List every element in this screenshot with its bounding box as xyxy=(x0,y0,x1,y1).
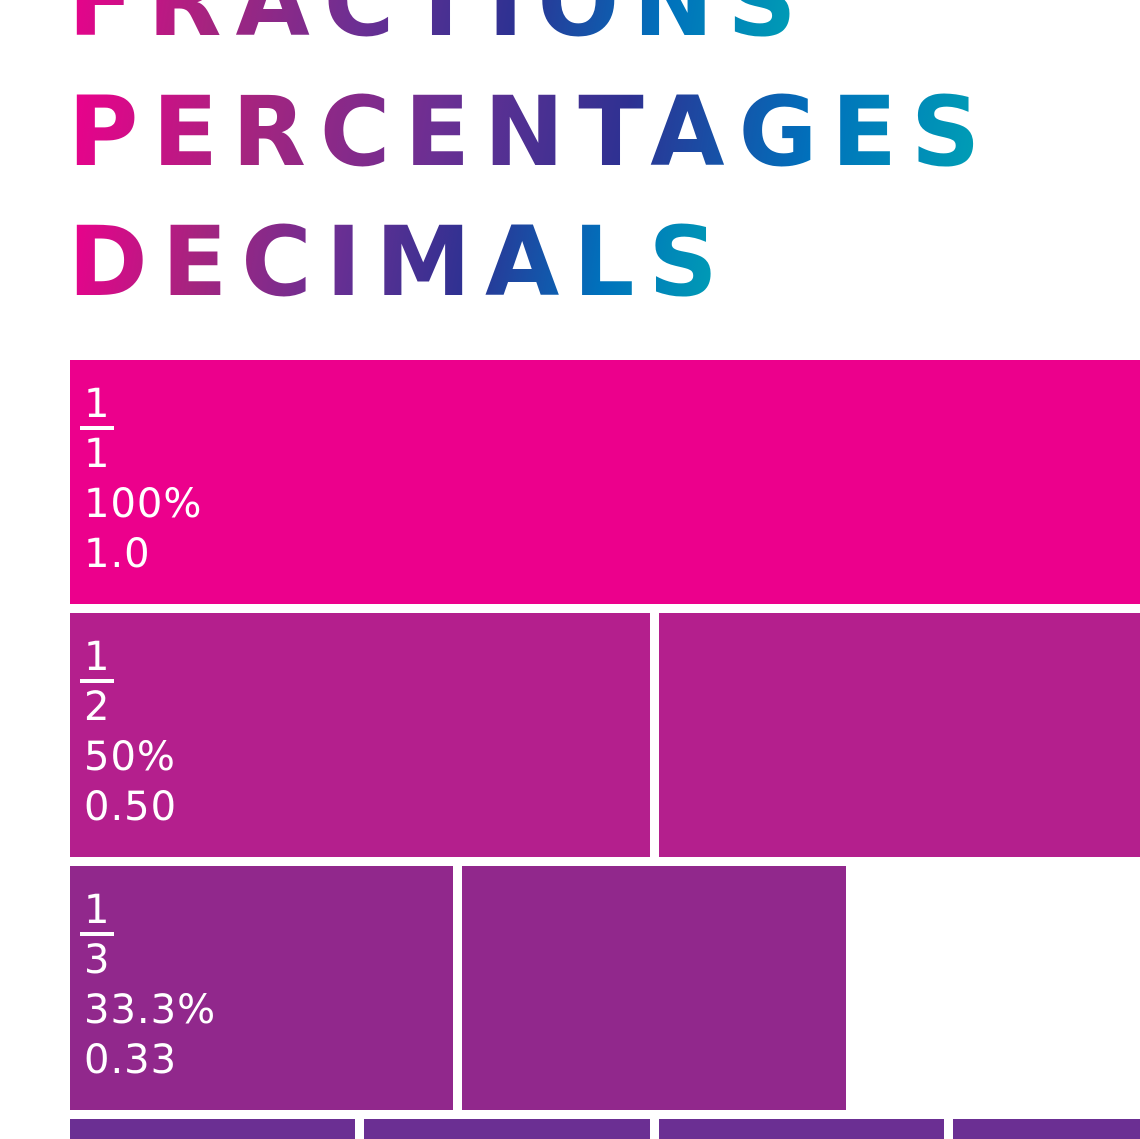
fraction-row-thirds: 1 3 33.3% 0.33 xyxy=(70,866,1140,1110)
fraction-numerator: 1 xyxy=(84,887,110,933)
fraction-cell xyxy=(70,1119,356,1139)
percent-value: 100% xyxy=(84,481,203,527)
fraction-cell xyxy=(658,613,1140,857)
title-fractions: FRACTIONS xyxy=(68,0,811,50)
fraction-denominator: 3 xyxy=(84,937,110,983)
fraction-cell xyxy=(658,1119,944,1139)
fraction-bar xyxy=(80,932,114,936)
cell-label: 1 3 33.3% 0.33 xyxy=(80,887,217,1085)
percent-value: 50% xyxy=(84,734,176,780)
fraction: 1 1 xyxy=(80,381,114,477)
fraction-bar xyxy=(80,426,114,430)
cell-label: 1 2 50% 0.50 xyxy=(80,634,178,832)
fraction: 1 3 xyxy=(80,887,114,983)
fraction-numerator: 1 xyxy=(84,634,110,680)
fraction-bar xyxy=(80,679,114,683)
decimal-value: 1.0 xyxy=(84,531,151,577)
fraction-row-halves: 1 2 50% 0.50 xyxy=(70,613,1140,857)
fraction-row-wholes: 1 1 100% 1.0 xyxy=(70,360,1140,604)
fraction-cell: 1 1 100% 1.0 xyxy=(70,360,1140,604)
fraction-denominator: 1 xyxy=(84,431,110,477)
title-percentages: PERCENTAGES xyxy=(68,76,995,188)
fraction-cell: 1 2 50% 0.50 xyxy=(70,613,650,857)
fraction-numerator: 1 xyxy=(84,381,110,427)
fraction-cell: 1 3 33.3% 0.33 xyxy=(70,866,454,1110)
fraction-denominator: 2 xyxy=(84,684,110,730)
decimal-value: 0.50 xyxy=(84,784,178,830)
title-decimals: DECIMALS xyxy=(68,206,732,318)
fraction-cell xyxy=(364,1119,650,1139)
fraction-row-quarters xyxy=(70,1119,1140,1139)
fraction-cell xyxy=(462,866,846,1110)
fraction: 1 2 xyxy=(80,634,114,730)
cell-label: 1 1 100% 1.0 xyxy=(80,381,203,579)
decimal-value: 0.33 xyxy=(84,1037,178,1083)
percent-value: 33.3% xyxy=(84,987,217,1033)
fraction-cell xyxy=(952,1119,1140,1139)
